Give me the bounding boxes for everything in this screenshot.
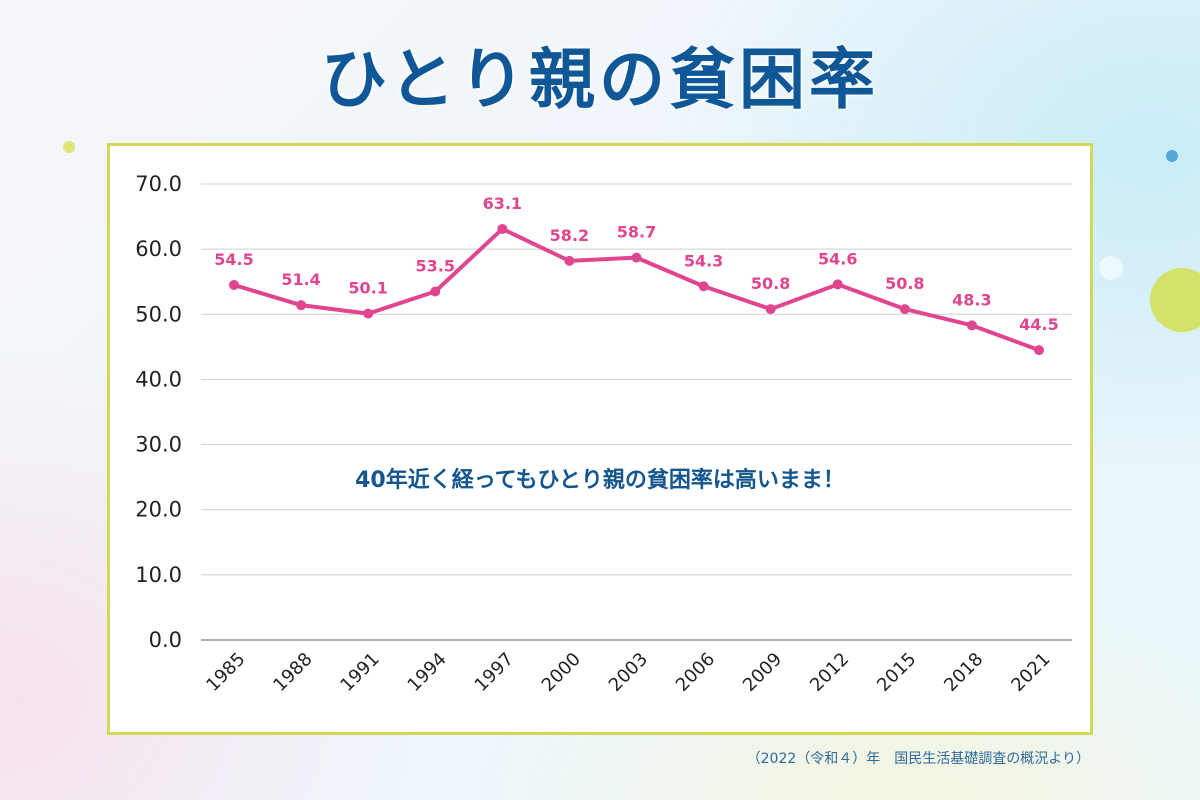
y-tick-label: 30.0 [135,433,182,457]
y-tick-label: 10.0 [135,563,182,587]
x-tick-label: 2000 [538,649,585,696]
chart-annotation: 40年近く経ってもひとり親の貧困率は高いまま！ [355,468,845,493]
data-point [899,304,910,315]
x-tick-label: 2006 [672,649,719,696]
data-point [631,252,642,263]
x-tick-label: 2021 [1007,649,1054,696]
decorative-dot-white [1099,256,1123,280]
data-point [497,223,508,234]
data-point [564,255,575,266]
data-label: 51.4 [281,270,320,289]
data-point [430,286,441,297]
data-labels: 54.5 51.4 50.1 53.5 63.1 58.2 58.7 54.3 50.8 54.6… [214,194,1058,334]
data-label: 58.2 [550,226,589,245]
x-tick-label: 2003 [605,649,652,696]
data-label: 50.1 [348,279,387,298]
data-label: 58.7 [617,223,656,242]
gridlines [201,183,1072,641]
x-axis-ticks: 1985 1988 1991 1994 1997 2000 2003 2006 2009 2012… [202,649,1054,696]
y-tick-label: 70.0 [135,172,182,196]
data-point [832,279,843,290]
series-line-group [229,223,1044,356]
data-point [296,300,307,311]
data-point [363,308,374,319]
y-tick-label: 20.0 [135,498,182,522]
y-tick-label: 0.0 [149,628,182,652]
data-point [1034,345,1044,356]
data-label: 44.5 [1019,315,1058,334]
data-label: 53.5 [416,256,455,275]
data-point [966,320,977,331]
data-point [698,281,709,292]
chart-frame [107,143,1093,735]
data-label: 48.3 [952,290,991,309]
x-tick-label: 1994 [404,649,451,696]
data-label: 50.8 [751,274,790,293]
data-label: 54.5 [214,250,253,269]
x-tick-label: 1988 [269,649,316,696]
x-tick-label: 1997 [471,649,518,696]
page-title: ひとり親の貧困率 [320,41,880,118]
y-tick-label: 60.0 [135,237,182,261]
decorative-dot-yellow-small [63,141,75,153]
x-tick-label: 2009 [739,649,786,696]
x-tick-label: 1991 [336,649,383,696]
data-point [229,279,239,290]
x-tick-label: 2012 [806,649,853,696]
data-label: 63.1 [483,194,522,213]
x-tick-label: 1985 [202,649,249,696]
data-label: 54.3 [684,251,723,270]
decorative-dot-blue [1166,150,1178,162]
decorative-dot-yellow-large [1150,268,1200,332]
data-label: 54.6 [818,249,857,268]
y-tick-label: 40.0 [135,367,182,391]
data-point [765,304,776,315]
y-axis-ticks: 0.0 10.0 20.0 30.0 40.0 50.0 60.0 70.0 [135,172,182,652]
x-tick-label: 2018 [940,649,987,696]
source-note: （2022（令和４）年 国民生活基礎調査の概況より） [746,751,1090,767]
y-tick-label: 50.0 [135,302,182,326]
data-label: 50.8 [885,274,924,293]
x-tick-label: 2015 [873,649,920,696]
